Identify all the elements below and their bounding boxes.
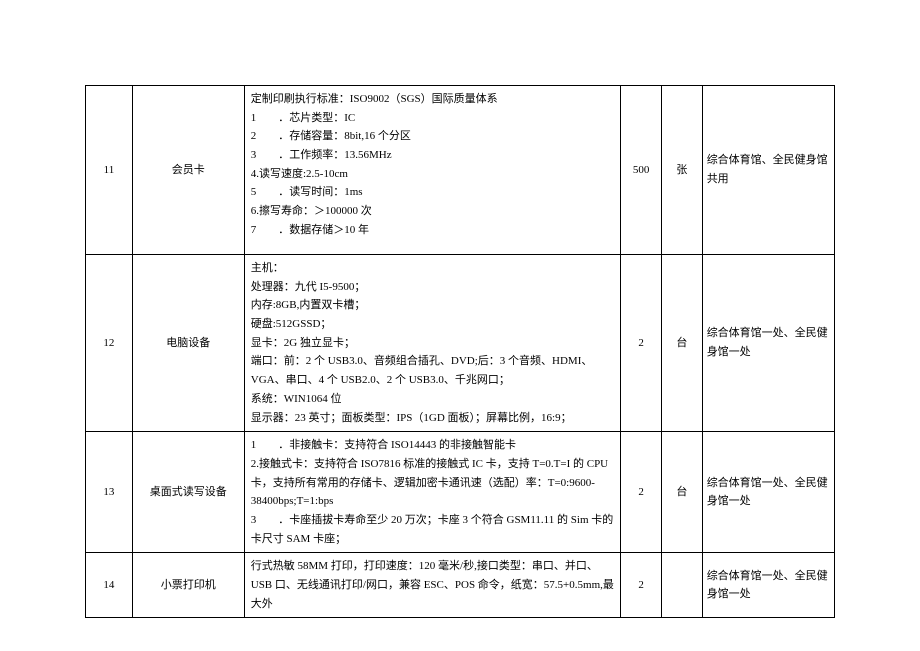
table-row: 13 桌面式读写设备 1 ．非接触卡：支持符合 ISO14443 的非接触智能卡… <box>86 432 835 553</box>
item-name: 小票打印机 <box>132 553 244 618</box>
item-unit: 张 <box>661 86 702 255</box>
row-index: 13 <box>86 432 133 553</box>
item-qty: 2 <box>621 432 662 553</box>
item-note: 综合体育馆、全民健身馆共用 <box>702 86 834 255</box>
item-unit: 台 <box>661 432 702 553</box>
item-spec: 定制印刷执行标准：ISO9002（SGS）国际质量体系 1 ．芯片类型：IC 2… <box>251 93 498 236</box>
row-index: 14 <box>86 553 133 618</box>
item-name: 会员卡 <box>132 86 244 255</box>
spec-table: 11 会员卡 定制印刷执行标准：ISO9002（SGS）国际质量体系 1 ．芯片… <box>85 85 835 618</box>
item-note: 综合体育馆一处、全民健身馆一处 <box>702 255 834 432</box>
item-qty: 2 <box>621 553 662 618</box>
item-name: 桌面式读写设备 <box>132 432 244 553</box>
item-note: 综合体育馆一处、全民健身馆一处 <box>702 432 834 553</box>
item-spec: 主机： 处理器：九代 I5-9500； 内存:8GB,内置双卡槽； 硬盘:512… <box>251 262 593 424</box>
row-index: 12 <box>86 255 133 432</box>
item-qty: 500 <box>621 86 662 255</box>
item-name: 电脑设备 <box>132 255 244 432</box>
table-row: 11 会员卡 定制印刷执行标准：ISO9002（SGS）国际质量体系 1 ．芯片… <box>86 86 835 255</box>
table-row: 14 小票打印机 行式热敏 58MM 打印，打印速度：120 毫米/秒,接口类型… <box>86 553 835 618</box>
item-spec: 1 ．非接触卡：支持符合 ISO14443 的非接触智能卡 2.接触式卡：支持符… <box>251 439 614 544</box>
row-index: 11 <box>86 86 133 255</box>
item-qty: 2 <box>621 255 662 432</box>
table-row: 12 电脑设备 主机： 处理器：九代 I5-9500； 内存:8GB,内置双卡槽… <box>86 255 835 432</box>
item-unit <box>661 553 702 618</box>
item-unit: 台 <box>661 255 702 432</box>
item-note: 综合体育馆一处、全民健身馆一处 <box>702 553 834 618</box>
item-spec: 行式热敏 58MM 打印，打印速度：120 毫米/秒,接口类型：串口、并口、US… <box>251 560 614 609</box>
